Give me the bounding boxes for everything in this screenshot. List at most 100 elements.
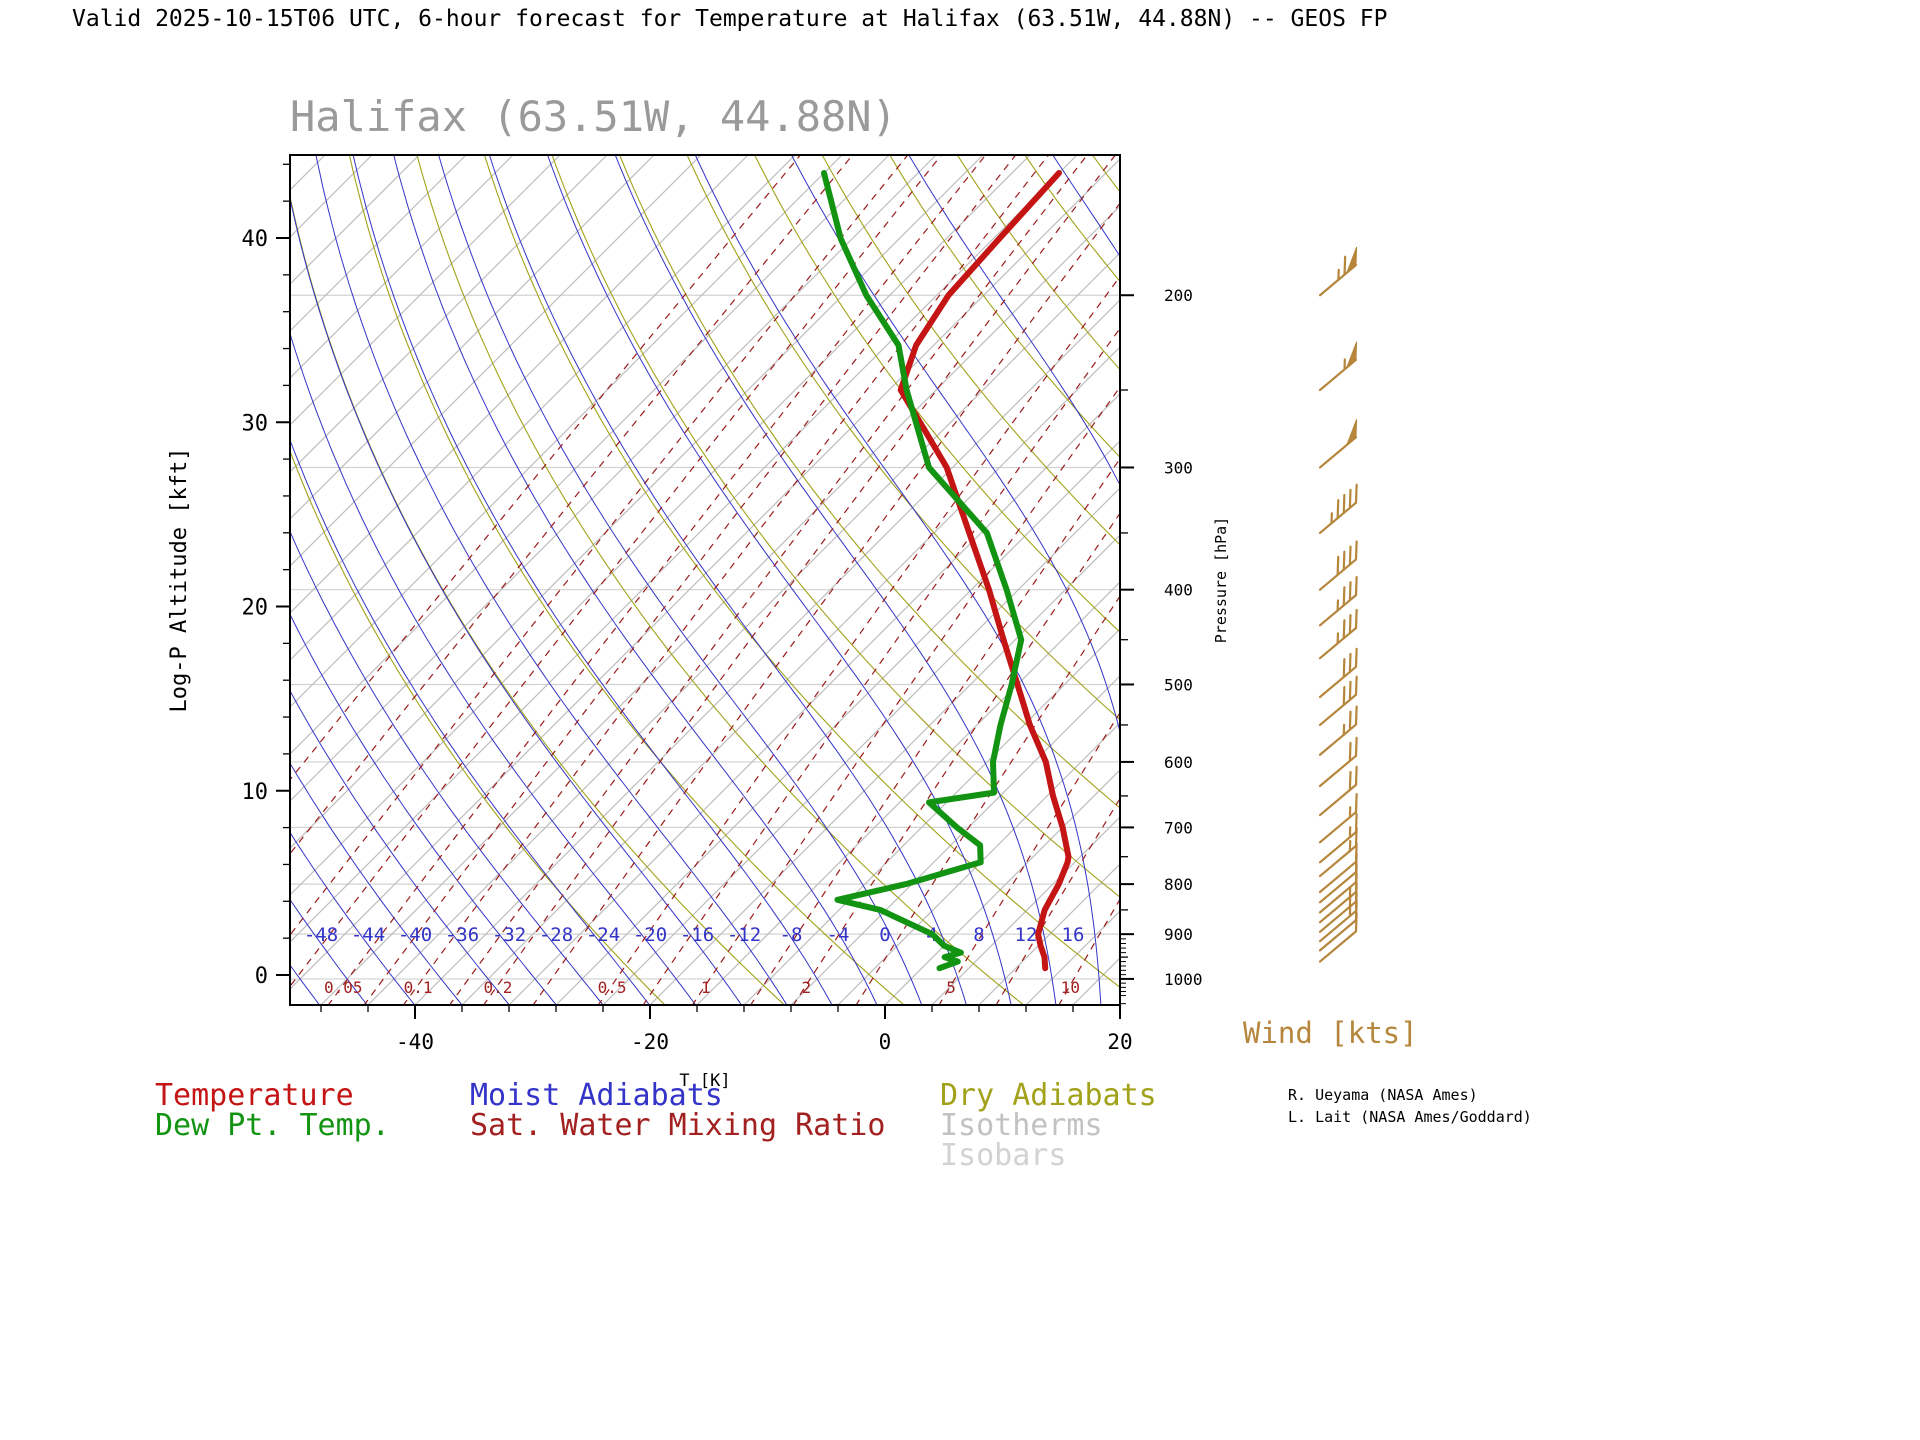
moist-adiabat-value-label: 0: [879, 924, 890, 946]
dry-adiabat-line: [754, 155, 1120, 633]
isotherm-line: [290, 155, 420, 285]
dry-adiabat-line: [889, 155, 1120, 459]
mixing-ratio-line: [363, 155, 1017, 1005]
wind-barb-column: [1318, 246, 1358, 963]
isotherm-line: [790, 675, 1120, 1005]
plot-frame: [289, 154, 1121, 1006]
mixing-ratio-line: [402, 155, 1050, 1005]
mixing-ratio-line: [855, 595, 1120, 1005]
kft-tick-label: 20: [242, 596, 269, 621]
moist-adiabat-value-label: -32: [492, 924, 526, 946]
moist-adiabat-line: [290, 331, 697, 1005]
y-right-axis-title: Pressure [hPa]: [1212, 517, 1230, 643]
kft-tick-label: 0: [255, 964, 268, 989]
moist-adiabat-value-label: 8: [973, 924, 984, 946]
moist-adiabat-line: [0, 144, 177, 1006]
moist-adiabat-value-label: -12: [727, 924, 761, 946]
isotherm-line: [290, 155, 890, 755]
moist-adiabat-value-label: -20: [633, 924, 667, 946]
mixing-ratio-line: [642, 327, 1120, 1005]
isotherm-line: [508, 393, 1120, 1005]
wind-barb: [1318, 540, 1358, 591]
temp-tick-label: -20: [631, 1030, 669, 1054]
mixing-ratio-line: [290, 155, 943, 988]
isotherm-line: [290, 155, 608, 473]
isotherm-line: [320, 205, 1120, 1005]
credit-line-2: L. Lait (NASA Ames/Goddard): [1288, 1108, 1532, 1126]
isotherm-line: [837, 722, 1120, 1005]
isotherm-line: [290, 155, 984, 849]
mixing-ratio-line: [448, 155, 1088, 1005]
moist-adiabat-value-label: 16: [1062, 924, 1085, 946]
legend-isobars: Isobars: [940, 1138, 1067, 1173]
wind-barb: [1318, 576, 1358, 627]
dry-adiabat-line: [686, 155, 1120, 721]
mixing-ratio-line: [532, 202, 1120, 1005]
moist-adiabat-value-label: -44: [351, 924, 385, 946]
dry-adiabat-line: [416, 155, 1025, 1005]
wind-barb: [1318, 647, 1358, 699]
moist-adiabat-value-label: -36: [445, 924, 479, 946]
moist-adiabat-line: [290, 196, 743, 1005]
legend-dry-adiabats: Dry Adiabats: [940, 1078, 1157, 1113]
legend-sat-water-mixing-ratio: Sat. Water Mixing Ratio: [470, 1108, 886, 1143]
plot-background: [0, 144, 1920, 1006]
isotherm-line: [290, 155, 796, 661]
moist-adiabat-line: [290, 762, 463, 1005]
moist-adiabat-value-label: -16: [680, 924, 714, 946]
isotherm-line: [696, 581, 1120, 1005]
kft-tick-label: 30: [242, 411, 269, 436]
isotherm-line: [290, 155, 326, 191]
dry-adiabat-line: [1151, 144, 1920, 1006]
y-left-axis-title: Log-P Altitude [kft]: [167, 448, 192, 713]
isotherm-line: [1119, 1004, 1120, 1005]
isotherm-line: [1025, 910, 1120, 1005]
forecast-header: Valid 2025-10-15T06 UTC, 6-hour forecast…: [72, 6, 1388, 32]
isotherm-line: [1214, 155, 1920, 1005]
dry-adiabat-line: [619, 155, 1120, 809]
moist-adiabat-value-label: -8: [780, 924, 803, 946]
inline-labels: -48 -44 -40 -36 -32 -28 -24 -20 -16 -12 -8 -4 0 4 8 12 1…: [304, 924, 1085, 997]
mixing-ratio-line: [1133, 144, 1650, 1006]
moist-adiabat-line: [290, 831, 416, 1005]
isotherm-line: [1072, 957, 1120, 1005]
dry-adiabat-line: [956, 155, 1120, 371]
moist-adiabat-value-label: -4: [827, 924, 850, 946]
isotherm-line: [1167, 155, 1920, 1005]
wind-barb: [1318, 675, 1358, 727]
isotherm-line: [290, 158, 1120, 990]
mixing-ratio-line: [1058, 898, 1120, 1005]
wind-barb: [1318, 246, 1358, 297]
pressure-tick-label: 300: [1164, 458, 1193, 477]
moist-adiabat-line: [290, 689, 510, 1005]
dry-adiabat-line: [1554, 144, 1920, 1006]
moist-adiabat-line: [290, 530, 604, 1005]
dry-adiabat-line: [821, 155, 1120, 546]
credit-line-1: R. Ueyama (NASA Ames): [1288, 1086, 1478, 1104]
isotherm-line: [931, 816, 1120, 1005]
dry-adiabat-line: [1487, 144, 1920, 1006]
dry-adiabat-line: [1286, 144, 1920, 1006]
wind-barb: [1318, 419, 1358, 469]
mixing-ratio-value-label: 5: [946, 978, 956, 997]
wind-barb: [1318, 341, 1358, 392]
mixing-ratio-line: [691, 386, 1120, 1005]
mixing-ratio-value-label: 10: [1061, 978, 1080, 997]
isotherm-line: [290, 155, 655, 520]
wind-barb: [1318, 483, 1358, 535]
mixing-ratio-line: [995, 797, 1120, 1005]
isotherm-line: [1261, 155, 1920, 1005]
isotherm-line: [290, 155, 514, 379]
pressure-tick-label: 900: [1164, 925, 1193, 944]
wind-barb: [1318, 765, 1358, 817]
pressure-tick-label: 700: [1164, 818, 1193, 837]
wind-barb: [1318, 912, 1358, 963]
legend-temperature: Temperature: [155, 1078, 354, 1113]
dry-adiabat-line: [1218, 144, 1920, 1006]
pressure-tick-label: 500: [1164, 675, 1193, 694]
dry-adiabat-line: [483, 155, 1120, 988]
isotherm-line: [290, 155, 702, 567]
isotherm-line: [367, 252, 1120, 1005]
wind-barb: [1318, 608, 1358, 660]
